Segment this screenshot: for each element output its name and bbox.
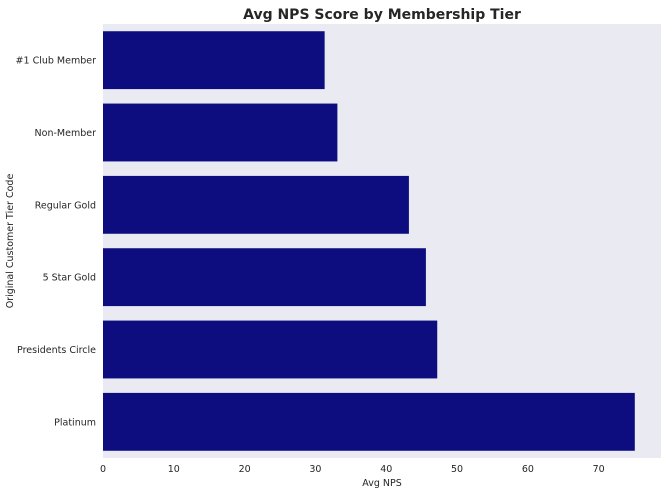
x-tick-label: 40 [380, 464, 392, 475]
y-tick-label: Regular Gold [35, 200, 96, 211]
y-tick-label: 5 Star Gold [43, 273, 96, 284]
bar-regular-gold [103, 175, 409, 234]
y-tick-label: Non-Member [35, 128, 97, 139]
x-tick-labels: 0 10 20 30 40 50 60 70 [100, 464, 605, 475]
x-tick-label: 0 [100, 464, 106, 475]
bars-group [103, 31, 635, 451]
plot-area [103, 24, 661, 458]
y-tick-label: Platinum [54, 417, 96, 428]
bar-platinum [103, 392, 635, 451]
y-axis-label: Original Customer Tier Code [5, 174, 16, 309]
x-axis-label: Avg NPS [362, 478, 401, 489]
bar-presidents-circle [103, 320, 438, 379]
y-tick-labels: #1 Club Member Non-Member Regular Gold 5 St… [16, 56, 97, 429]
chart-title: Avg NPS Score by Membership Tier [243, 7, 521, 23]
y-tick-label: Presidents Circle [17, 345, 96, 356]
x-tick-label: 10 [168, 464, 180, 475]
x-tick-label: 50 [451, 464, 463, 475]
bar-5-star-gold [103, 248, 426, 307]
bar-non-member [103, 103, 338, 162]
bar-1-club-member [103, 31, 325, 90]
x-tick-label: 30 [309, 464, 321, 475]
x-tick-label: 60 [522, 464, 534, 475]
x-tick-label: 20 [239, 464, 251, 475]
y-tick-label: #1 Club Member [16, 56, 97, 67]
x-tick-label: 70 [593, 464, 605, 475]
